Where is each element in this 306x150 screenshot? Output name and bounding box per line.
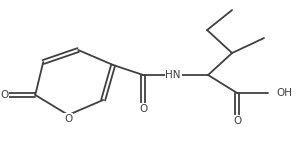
Text: HN: HN xyxy=(165,70,181,80)
Text: O: O xyxy=(139,104,147,114)
Text: OH: OH xyxy=(276,88,292,98)
Text: O: O xyxy=(64,114,72,124)
Text: O: O xyxy=(0,90,8,100)
Text: O: O xyxy=(233,116,241,126)
